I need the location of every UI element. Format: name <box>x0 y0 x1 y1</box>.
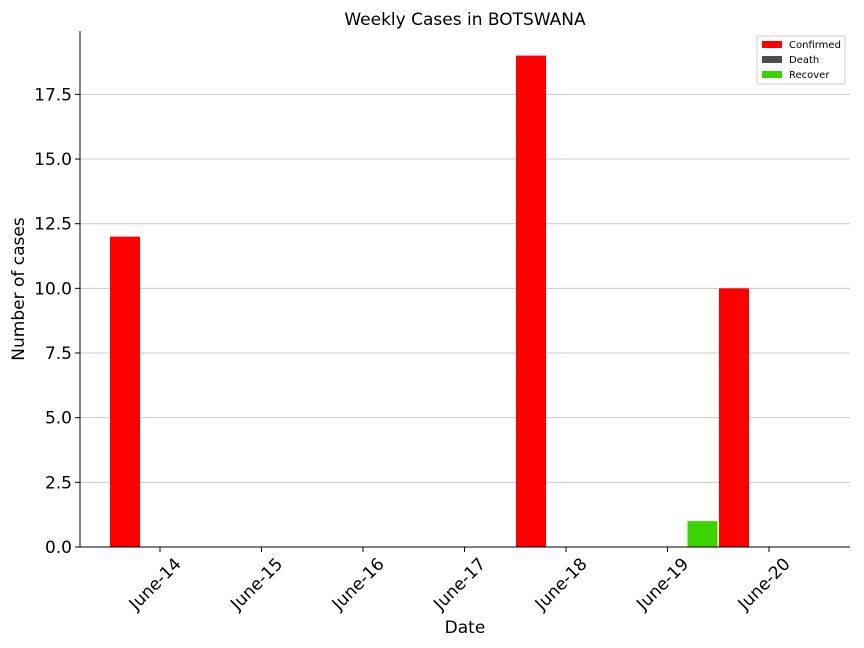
y-ticks: 0.0 2.5 5.0 7.5 10.0 12.5 15.0 17.5 <box>34 85 80 558</box>
bar-confirmed-june-18 <box>516 55 546 547</box>
y-tick-label: 0.0 <box>45 538 72 558</box>
y-tick-label: 17.5 <box>34 85 72 105</box>
bar-confirmed-june-20 <box>719 288 749 547</box>
y-tick-label: 15.0 <box>34 150 72 170</box>
legend-swatch-recover <box>762 71 782 78</box>
bar-recover-june-19 <box>687 521 718 547</box>
y-tick-label: 12.5 <box>34 215 72 235</box>
x-tick-label: June-20 <box>734 554 795 615</box>
x-tick-label: June-15 <box>226 554 287 615</box>
x-axis-label: Date <box>445 618 486 638</box>
x-tick-label: June-17 <box>429 554 490 615</box>
legend-label-recover: Recover <box>789 70 830 81</box>
x-tick-label: June-18 <box>531 554 592 615</box>
y-tick-label: 10.0 <box>34 279 72 299</box>
legend-swatch-death <box>762 56 782 63</box>
x-tick-label: June-19 <box>632 554 693 615</box>
bars <box>110 55 749 547</box>
y-tick-label: 7.5 <box>45 344 72 364</box>
bar-confirmed-june-14 <box>110 236 140 547</box>
legend-label-death: Death <box>789 55 819 66</box>
legend-swatch-confirmed <box>762 41 782 48</box>
legend: Confirmed Death Recover <box>756 35 846 85</box>
y-tick-label: 2.5 <box>45 473 72 493</box>
x-tick-label: June-16 <box>328 554 389 615</box>
chart-title: Weekly Cases in BOTSWANA <box>344 10 586 30</box>
y-tick-label: 5.0 <box>45 409 72 429</box>
x-ticks: June-14 June-15 June-16 June-17 June-18 June-… <box>125 547 795 615</box>
legend-label-confirmed: Confirmed <box>789 40 841 51</box>
y-axis-label: Number of cases <box>9 217 29 361</box>
x-tick-label: June-14 <box>125 554 186 615</box>
gridlines <box>80 93 850 483</box>
